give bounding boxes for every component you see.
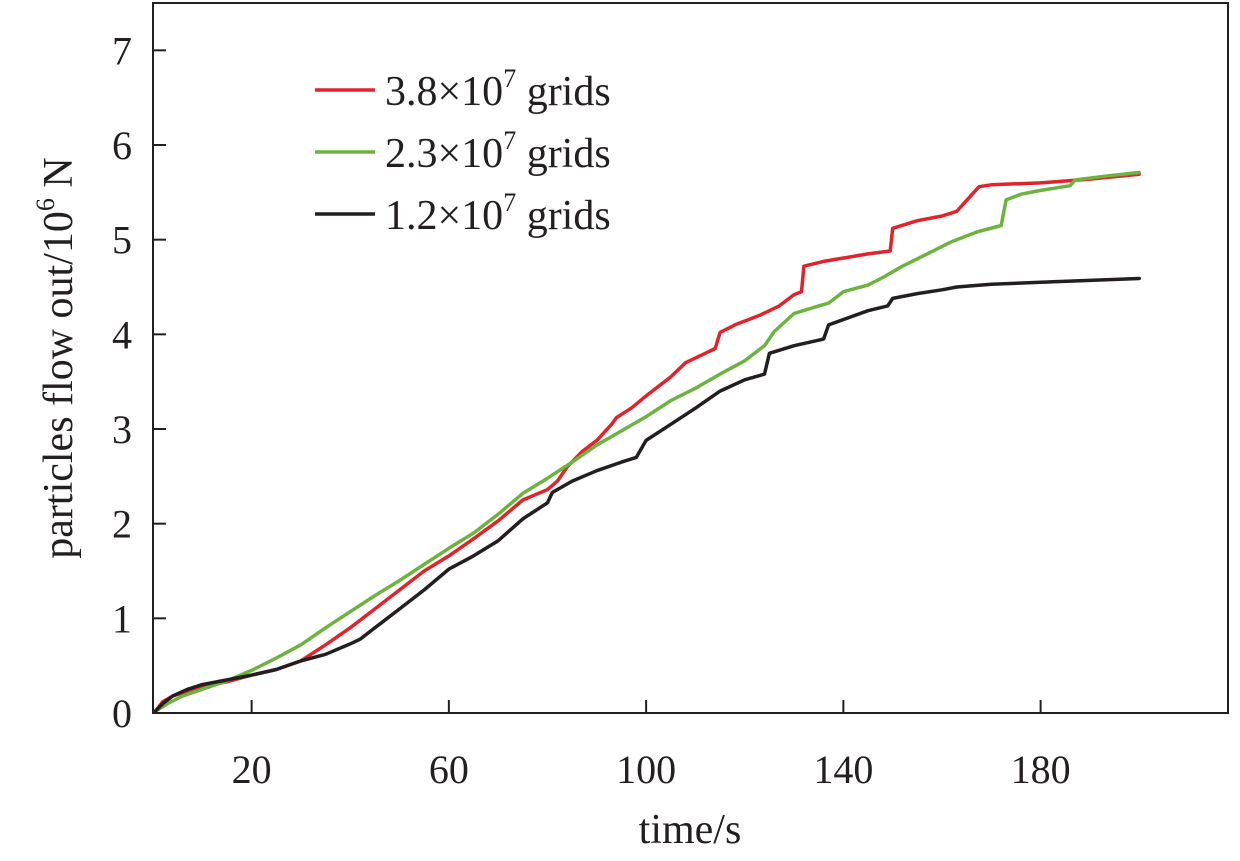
- legend-label-3: 1.2×107 grids: [385, 188, 611, 239]
- y-tick-label: 7: [112, 28, 132, 73]
- legend-label-1: 3.8×107 grids: [385, 64, 611, 115]
- x-tick-label: 100: [616, 747, 676, 792]
- series-line-2: [153, 170, 1141, 713]
- series-line-3: [153, 276, 1141, 713]
- x-tick-label: 20: [232, 747, 272, 792]
- x-tick-label: 180: [1011, 747, 1071, 792]
- y-tick-label: 6: [112, 123, 132, 168]
- y-axis-ticks: 0 1 2 3 4 5 6 7: [112, 28, 166, 736]
- x-axis-ticks: 20 60 100 140 180: [232, 700, 1071, 792]
- y-tick-label: 1: [112, 596, 132, 641]
- series-line-1: [153, 172, 1141, 713]
- plot-area-border: [152, 2, 1229, 714]
- y-tick-label: 2: [112, 502, 132, 547]
- y-tick-label: 4: [112, 312, 132, 357]
- x-tick-label: 60: [429, 747, 469, 792]
- series-layer: [153, 170, 1141, 713]
- y-axis-title-suffix: N: [36, 157, 82, 198]
- plot-frame: [152, 2, 1229, 714]
- y-tick-label: 5: [112, 218, 132, 263]
- y-axis-title-superscript: 6: [31, 198, 60, 211]
- x-axis-title: time/s: [639, 807, 742, 853]
- x-tick-label: 140: [813, 747, 873, 792]
- y-tick-label: 3: [112, 407, 132, 452]
- y-tick-label: 0: [112, 691, 132, 736]
- legend-label-2: 2.3×107 grids: [385, 126, 611, 177]
- y-axis-title: particles flow out/106 N: [31, 157, 82, 558]
- y-axis-title-prefix: particles flow out/10: [36, 211, 82, 559]
- legend: 3.8×107 grids 2.3×107 grids 1.2×107 grids: [315, 64, 611, 239]
